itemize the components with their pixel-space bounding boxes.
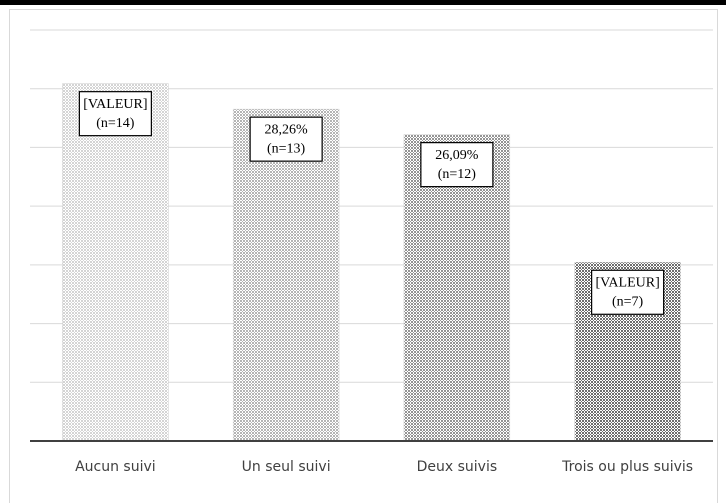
- data-label-box: [420, 142, 494, 188]
- count-label: (n=7): [612, 294, 644, 309]
- count-label: (n=12): [438, 167, 477, 182]
- data-label: [VALEUR]: [595, 275, 659, 290]
- data-label: [VALEUR]: [83, 97, 147, 112]
- title-edge: [0, 0, 726, 5]
- data-label: 28,26%: [265, 122, 309, 137]
- x-tick-label: Deux suivis: [417, 459, 498, 475]
- chart-frame: [9, 9, 718, 503]
- bar: [232, 108, 340, 442]
- x-tick-label: Trois ou plus suivis: [561, 459, 693, 475]
- bar: [62, 83, 169, 442]
- count-label: (n=13): [267, 141, 306, 156]
- x-tick-label: Aucun suivi: [75, 459, 156, 475]
- x-tick-label: Un seul suivi: [242, 459, 331, 475]
- count-label: (n=14): [96, 116, 135, 131]
- data-label-box: [78, 91, 152, 137]
- data-label: 26,09%: [435, 148, 479, 163]
- data-label-box: [591, 269, 665, 315]
- data-label-box: [249, 116, 323, 162]
